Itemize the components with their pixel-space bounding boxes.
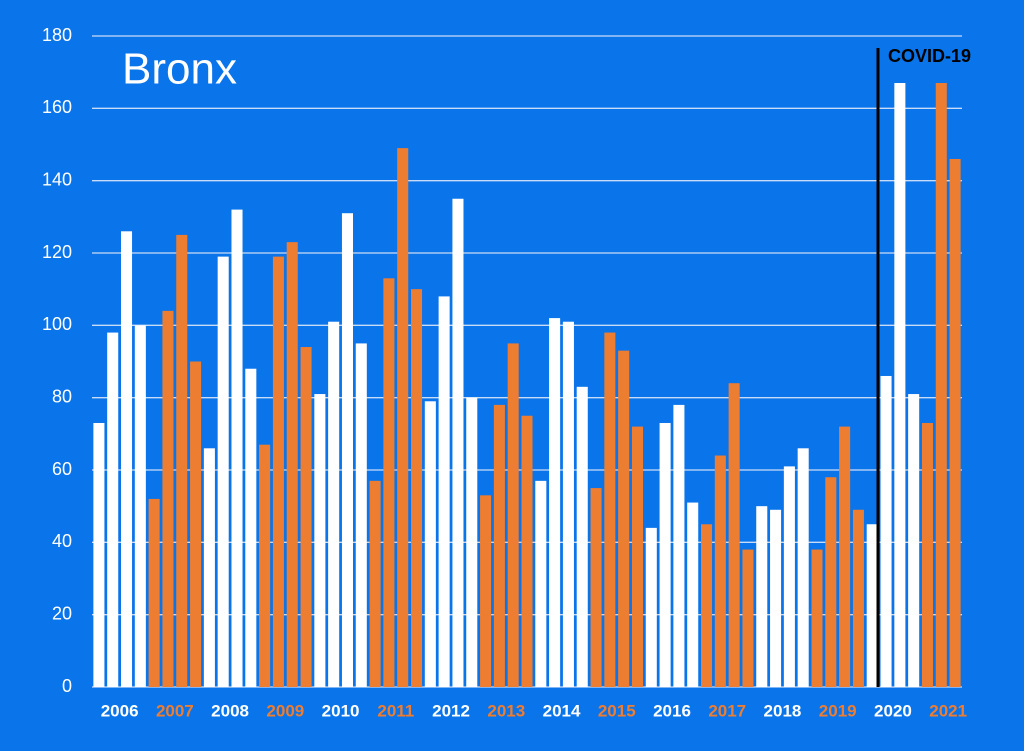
bar [231, 209, 243, 687]
bar [328, 321, 340, 687]
bar [742, 549, 754, 687]
bar [549, 318, 561, 687]
y-tick-label: 120 [42, 242, 72, 262]
bar [908, 394, 920, 687]
x-tick-label: 2006 [101, 701, 139, 720]
annotation: COVID-19 [888, 46, 971, 66]
x-tick-label: 2021 [929, 701, 967, 720]
bar [921, 422, 933, 687]
y-tick-label: 40 [52, 531, 72, 551]
x-tick-label: 2017 [708, 701, 746, 720]
bar [452, 198, 464, 687]
bar [190, 361, 202, 687]
x-tick-label: 2014 [543, 701, 581, 720]
x-tick-label: 2015 [598, 701, 636, 720]
bar [162, 310, 174, 687]
bar [93, 422, 105, 687]
bar [701, 524, 713, 687]
bar [507, 343, 519, 687]
y-tick-label: 140 [42, 169, 72, 189]
bar [770, 509, 782, 687]
bar [121, 231, 133, 688]
bar [894, 83, 906, 688]
bar [728, 383, 740, 687]
bar [935, 83, 947, 688]
x-tick-label: 2019 [819, 701, 857, 720]
bar [659, 422, 671, 687]
x-tick-label: 2009 [266, 701, 304, 720]
x-tick-label: 2008 [211, 701, 249, 720]
bar [203, 448, 215, 687]
y-tick-label: 160 [42, 97, 72, 117]
bar [355, 343, 367, 687]
bar [839, 426, 851, 687]
y-tick-label: 0 [62, 676, 72, 696]
bar [797, 448, 809, 687]
bar [825, 477, 837, 687]
x-tick-label: 2018 [764, 701, 802, 720]
x-tick-label: 2012 [432, 701, 470, 720]
bar [811, 549, 823, 687]
bar [245, 368, 257, 687]
bar [756, 506, 768, 687]
y-tick-label: 100 [42, 314, 72, 334]
bar [383, 278, 395, 687]
y-tick-label: 180 [42, 25, 72, 45]
bar [590, 488, 602, 687]
bar [300, 347, 312, 687]
bar [176, 234, 188, 687]
bar [631, 426, 643, 687]
y-tick-label: 60 [52, 459, 72, 479]
bar [576, 386, 588, 687]
bar [493, 404, 505, 687]
bar [369, 480, 381, 687]
bar [604, 332, 616, 687]
bar [272, 256, 284, 687]
bar [783, 466, 795, 687]
chart-title: Bronx [122, 45, 237, 94]
x-tick-label: 2010 [322, 701, 360, 720]
bar [535, 480, 547, 687]
bar [880, 375, 892, 687]
bar [521, 415, 533, 687]
y-tick-label: 20 [52, 603, 72, 623]
bar [259, 444, 271, 687]
bar [466, 397, 478, 687]
x-tick-label: 2011 [377, 701, 414, 720]
bar [852, 509, 864, 687]
bar [673, 404, 685, 687]
bar [286, 242, 298, 687]
bar [134, 325, 146, 687]
x-tick-label: 2007 [156, 701, 194, 720]
bar [480, 495, 492, 687]
bar [341, 213, 353, 687]
bar [618, 350, 630, 687]
x-tick-label: 2020 [874, 701, 912, 720]
x-tick-label: 2013 [487, 701, 525, 720]
bar [397, 148, 409, 687]
bar [217, 256, 229, 687]
bar [687, 502, 699, 687]
y-tick-label: 80 [52, 386, 72, 406]
bar [314, 394, 326, 687]
bar [424, 401, 436, 687]
bar [411, 289, 423, 687]
bar [438, 296, 450, 687]
bar [148, 498, 160, 687]
bar [107, 332, 119, 687]
bar [714, 455, 726, 687]
bar [866, 524, 878, 687]
x-tick-label: 2016 [653, 701, 691, 720]
bar [949, 158, 961, 687]
bar [562, 321, 574, 687]
bar [645, 527, 657, 687]
